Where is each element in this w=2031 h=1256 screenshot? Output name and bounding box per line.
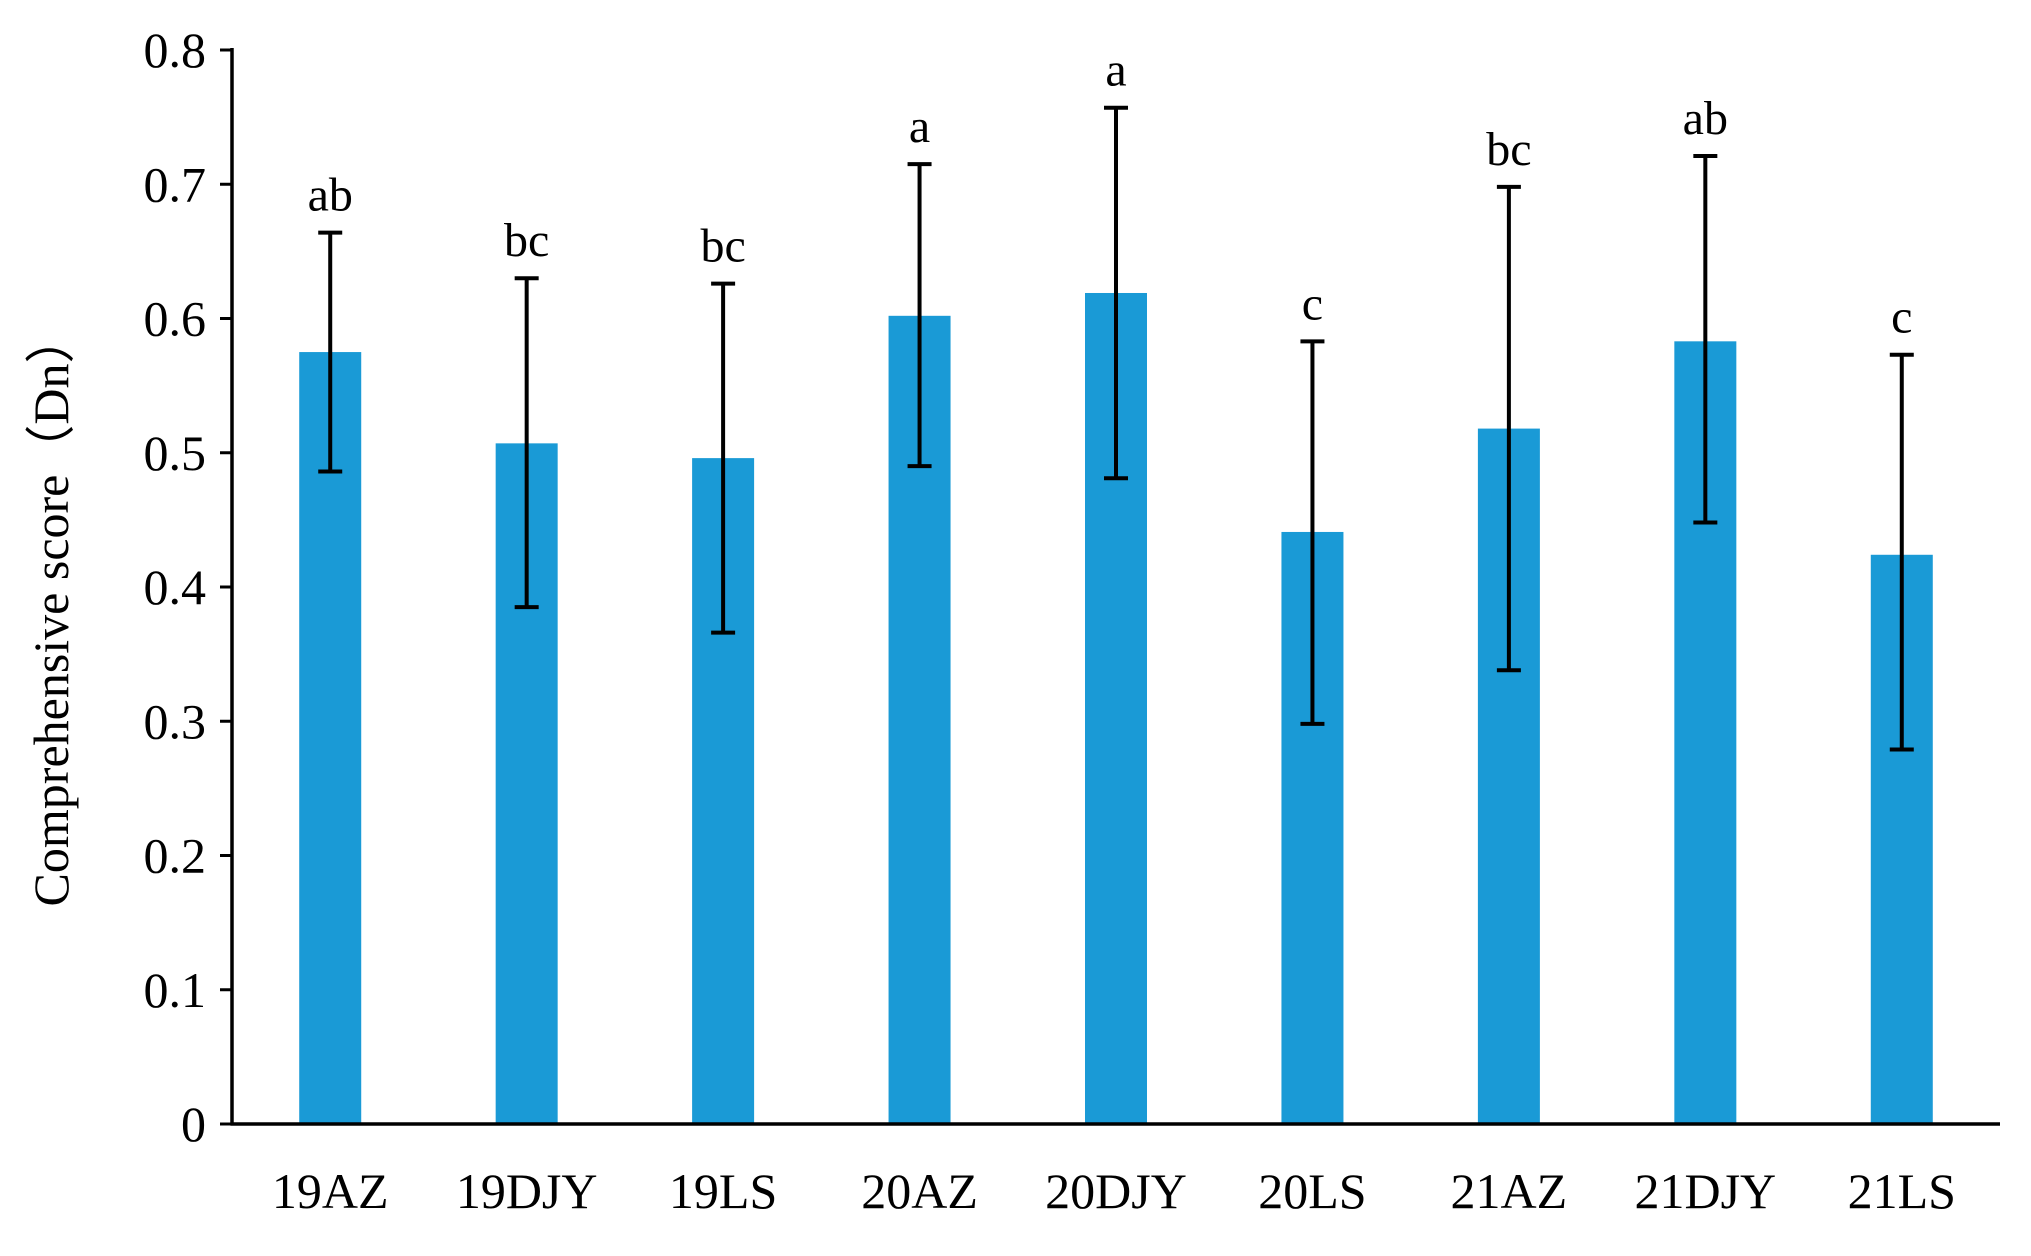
x-category-label: 21AZ [1451,1163,1568,1219]
y-tick-label: 0.5 [144,425,207,481]
y-tick-label: 0.2 [144,828,207,884]
x-category-label: 20DJY [1045,1163,1187,1219]
error-bar-21az [1496,184,1521,673]
error-bar-21djy [1693,154,1718,525]
x-category-label: 21DJY [1634,1163,1776,1219]
error-bar-19az [318,230,343,474]
significance-label: c [1891,291,1912,344]
significance-label: a [1105,44,1126,97]
significance-label: ab [1683,92,1728,145]
y-tick-label: 0 [181,1096,206,1152]
x-category-label: 20AZ [861,1163,978,1219]
y-tick-label: 0.1 [144,962,207,1018]
significance-label: c [1302,277,1323,330]
error-bar-19ls [711,281,736,635]
significance-label: bc [1486,123,1531,176]
y-axis-title-group: Comprehensive score（Dn） [23,314,79,907]
y-tick-label: 0.3 [144,693,207,749]
x-category-label: 19AZ [272,1163,389,1219]
error-bar-20ls [1300,339,1325,726]
significance-label: a [909,100,930,153]
significance-label: bc [700,220,745,273]
significance-label: bc [504,214,549,267]
y-tick-label: 0.6 [144,291,207,347]
y-tick-label: 0.4 [144,559,207,615]
y-tick-label: 0.7 [144,156,207,212]
x-labels-layer: 19AZ 19DJY 19LS 20AZ 20DJY 20LS 21AZ 21DJY 21LS [272,1163,1956,1219]
bar-19az [299,352,362,1124]
error-bars-layer [318,105,1914,752]
bars-layer [299,292,1933,1125]
significance-label: ab [308,169,353,222]
y-axis-title: Comprehensive score（Dn） [23,314,79,907]
x-category-label: 19LS [669,1163,777,1219]
y-ticks-layer: 0 0.1 0.2 0.3 0.4 0.5 0.6 0.7 0.8 [144,22,232,1152]
error-bar-20djy [1104,105,1128,481]
y-tick-label: 0.8 [144,22,207,78]
error-bar-21ls [1889,352,1914,752]
error-bar-20az [907,162,932,469]
x-category-label: 19DJY [456,1163,598,1219]
error-bar-19djy [514,276,539,610]
x-category-label: 20LS [1258,1163,1366,1219]
significance-labels-layer: ab bc bc a a c bc ab c [308,44,1913,344]
x-category-label: 21LS [1848,1163,1956,1219]
